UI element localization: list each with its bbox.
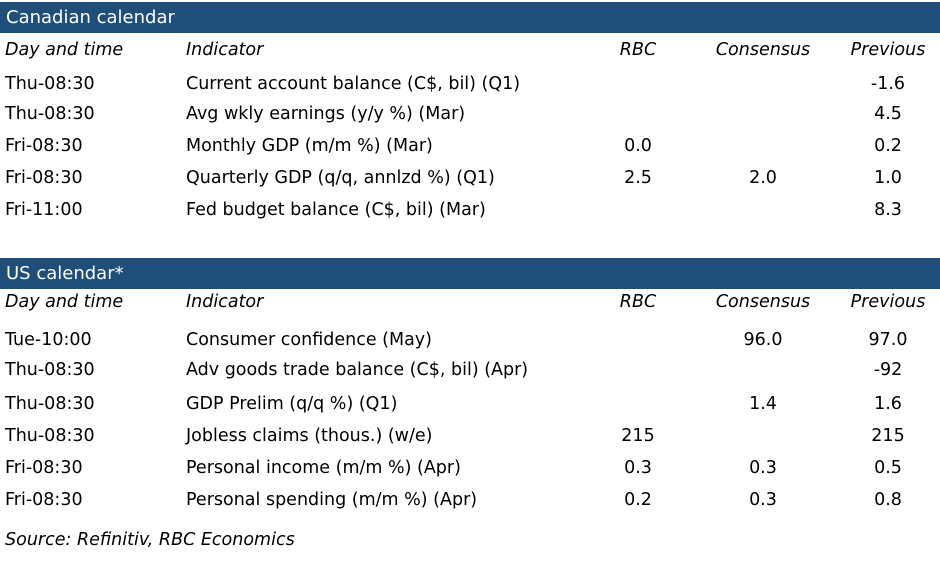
cell-day: Tue-10:00	[5, 330, 92, 350]
cell-indicator: Jobless claims (thous.) (w/e)	[186, 426, 433, 446]
cell-day: Fri-08:30	[5, 168, 83, 188]
cell-day: Thu-08:30	[5, 360, 95, 380]
cell-day: Fri-08:30	[5, 458, 83, 478]
cell-previous: 0.2	[874, 136, 902, 156]
header-previous: Previous	[850, 292, 926, 312]
table-row: Thu-08:30 Avg wkly earnings (y/y %) (Mar…	[0, 99, 940, 129]
cell-rbc: 0.3	[624, 458, 652, 478]
cell-previous: 97.0	[868, 330, 908, 350]
header-indicator: Indicator	[186, 40, 264, 60]
cell-previous: 8.3	[874, 200, 902, 220]
table-row: Fri-08:30 Quarterly GDP (q/q, annlzd %) …	[0, 163, 940, 193]
cell-indicator: Personal income (m/m %) (Apr)	[186, 458, 461, 478]
header-rbc: RBC	[619, 292, 657, 312]
cell-rbc: 215	[621, 426, 655, 446]
canadian-header-row: Day and time Indicator RBC Consensus Pre…	[0, 35, 940, 65]
cell-day: Fri-08:30	[5, 136, 83, 156]
cell-previous: -92	[873, 360, 903, 380]
table-row: Fri-11:00 Fed budget balance (C$, bil) (…	[0, 195, 940, 225]
header-day-and-time: Day and time	[5, 40, 124, 60]
cell-day: Thu-08:30	[5, 426, 95, 446]
cell-day: Fri-08:30	[5, 490, 83, 510]
cell-consensus: 1.4	[749, 394, 777, 414]
source-note: Source: Refinitiv, RBC Economics	[5, 530, 295, 550]
cell-rbc: 0.0	[624, 136, 652, 156]
cell-previous: 1.6	[874, 394, 902, 414]
table-row: Thu-08:30 Adv goods trade balance (C$, b…	[0, 355, 940, 385]
header-consensus: Consensus	[715, 40, 811, 60]
cell-indicator: Adv goods trade balance (C$, bil) (Apr)	[186, 360, 529, 380]
cell-previous: 215	[871, 426, 905, 446]
header-day-and-time: Day and time	[5, 292, 124, 312]
table-row: Fri-08:30 Personal spending (m/m %) (Apr…	[0, 485, 940, 515]
cell-indicator: Current account balance (C$, bil) (Q1)	[186, 74, 521, 94]
cell-previous: 0.8	[874, 490, 902, 510]
us-header-row: Day and time Indicator RBC Consensus Pre…	[0, 287, 940, 317]
cell-day: Thu-08:30	[5, 394, 95, 414]
header-previous: Previous	[850, 40, 926, 60]
cell-consensus: 96.0	[743, 330, 783, 350]
cell-indicator: Avg wkly earnings (y/y %) (Mar)	[186, 104, 466, 124]
cell-day: Fri-11:00	[5, 200, 83, 220]
table-row: Fri-08:30 Personal income (m/m %) (Apr) …	[0, 453, 940, 483]
cell-indicator: Monthly GDP (m/m %) (Mar)	[186, 136, 433, 156]
cell-rbc: 0.2	[624, 490, 652, 510]
cell-rbc: 2.5	[624, 168, 652, 188]
cell-indicator: Consumer confidence (May)	[186, 330, 432, 350]
cell-day: Thu-08:30	[5, 104, 95, 124]
canadian-calendar-title: Canadian calendar	[0, 2, 940, 33]
cell-consensus: 0.3	[749, 490, 777, 510]
cell-previous: 1.0	[874, 168, 902, 188]
table-row: Tue-10:00 Consumer confidence (May) 96.0…	[0, 325, 940, 355]
cell-previous: 4.5	[874, 104, 902, 124]
table-row: Thu-08:30 Jobless claims (thous.) (w/e) …	[0, 421, 940, 451]
header-indicator: Indicator	[186, 292, 264, 312]
table-row: Thu-08:30 GDP Prelim (q/q %) (Q1) 1.4 1.…	[0, 389, 940, 419]
table-row: Fri-08:30 Monthly GDP (m/m %) (Mar) 0.0 …	[0, 131, 940, 161]
cell-indicator: GDP Prelim (q/q %) (Q1)	[186, 394, 398, 414]
table-row: Thu-08:30 Current account balance (C$, b…	[0, 69, 940, 99]
cell-indicator: Quarterly GDP (q/q, annlzd %) (Q1)	[186, 168, 495, 188]
cell-previous: -1.6	[870, 74, 906, 94]
header-rbc: RBC	[619, 40, 657, 60]
cell-consensus: 0.3	[749, 458, 777, 478]
header-consensus: Consensus	[715, 292, 811, 312]
cell-indicator: Fed budget balance (C$, bil) (Mar)	[186, 200, 486, 220]
cell-previous: 0.5	[874, 458, 902, 478]
us-calendar-title: US calendar*	[0, 258, 940, 289]
cell-indicator: Personal spending (m/m %) (Apr)	[186, 490, 478, 510]
cell-day: Thu-08:30	[5, 74, 95, 94]
cell-consensus: 2.0	[749, 168, 777, 188]
